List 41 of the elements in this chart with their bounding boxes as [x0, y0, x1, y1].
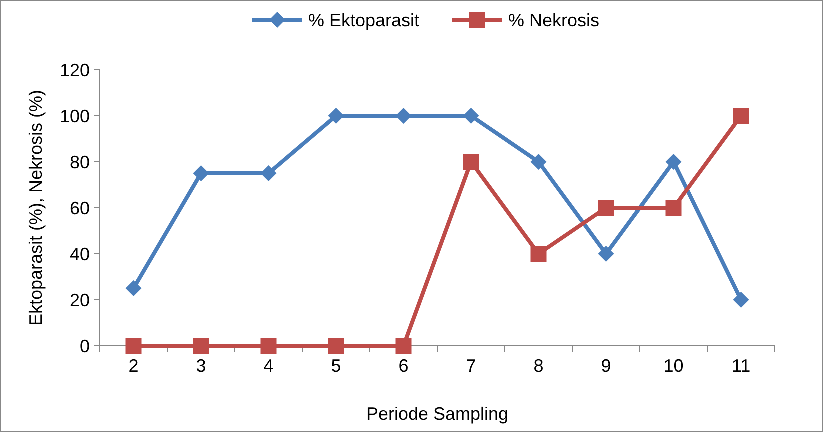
x-tick-label: 4 [264, 356, 274, 376]
point [598, 200, 614, 216]
point [598, 246, 614, 262]
point [396, 108, 412, 124]
x-axis-title: Periode Sampling [366, 404, 509, 424]
legend-label: % Nekrosis [508, 10, 600, 30]
point [193, 338, 210, 354]
y-tick-label: 80 [70, 152, 90, 172]
x-tick-label: 9 [601, 356, 612, 376]
point [733, 292, 750, 308]
point [260, 338, 277, 354]
point [733, 108, 750, 124]
y-tick-label: 60 [70, 198, 90, 218]
y-tick-label: 40 [70, 244, 90, 264]
x-tick-label: 3 [196, 356, 206, 376]
point [126, 338, 142, 354]
x-tick-label: 10 [664, 356, 684, 376]
x-tick-label: 5 [331, 356, 342, 376]
y-tick-label: 20 [70, 290, 90, 310]
y-tick-label: 100 [60, 106, 90, 126]
x-tick-label: 11 [732, 356, 751, 376]
point [396, 338, 412, 354]
point [666, 200, 682, 216]
point [530, 154, 547, 170]
point [193, 166, 210, 182]
y-axis-title: Ektoparasit (%), Nekrosis (%) [26, 90, 46, 326]
y-tick-label: 0 [80, 336, 90, 356]
point [463, 154, 480, 170]
point [126, 280, 142, 296]
point [328, 108, 344, 124]
x-tick-label: 2 [128, 356, 139, 376]
point [260, 166, 277, 182]
legend-label: % Ektoparasit [308, 10, 420, 30]
x-tick-label: 7 [466, 356, 476, 376]
x-tick-label: 6 [398, 356, 409, 376]
y-tick-label: 120 [60, 60, 90, 80]
point [530, 246, 547, 262]
point [666, 154, 682, 170]
point [328, 338, 344, 354]
x-tick-label: 8 [534, 356, 544, 376]
point [463, 108, 480, 124]
